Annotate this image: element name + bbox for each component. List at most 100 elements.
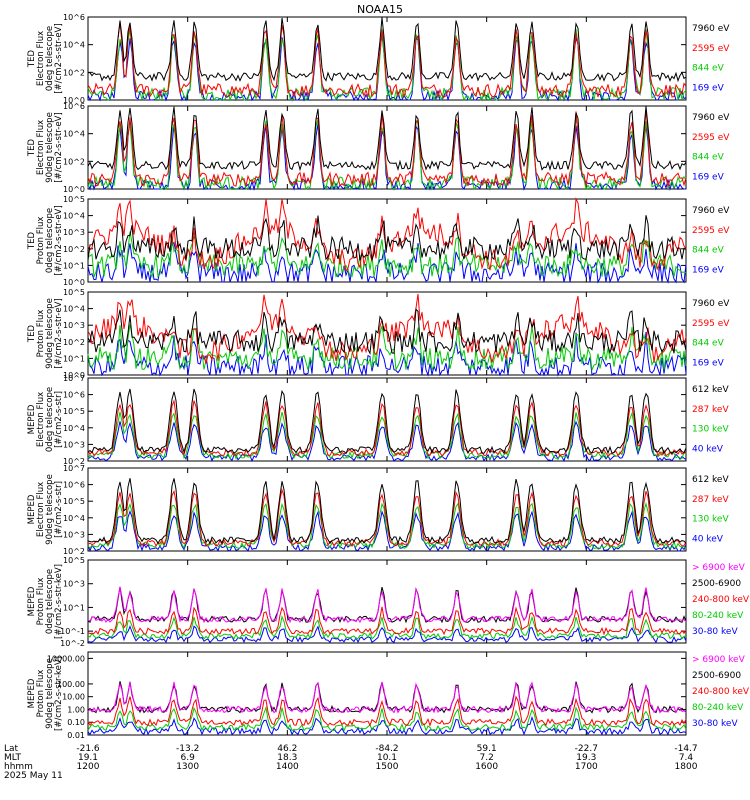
y-axis-label: [#/cm2-s-str-eV] (54, 298, 64, 368)
legend-entry: 30-80 keV (692, 719, 738, 729)
y-tick-label: 10^2 (63, 245, 85, 254)
y-tick-label: 1.00 (67, 705, 85, 714)
y-tick-label: 10^1 (63, 603, 85, 612)
y-tick-label: 10^2 (63, 157, 85, 166)
legend-entry: 844 eV (692, 246, 725, 256)
series-line (87, 488, 687, 548)
y-tick-label: 10^7 (63, 374, 85, 383)
legend-entry: 844 eV (692, 153, 725, 163)
legend-entry: 2500-6900 (692, 579, 741, 589)
panel-frame (87, 651, 687, 736)
y-axis-label: TED (27, 138, 37, 157)
y-tick-label: 100.00 (57, 680, 85, 689)
y-axis-label: MEPED (27, 586, 37, 616)
y-axis-label: 0deg telescope (45, 208, 55, 273)
footer-lat: -22.7 (575, 744, 598, 754)
y-tick-label: 10^7 (63, 464, 85, 473)
y-tick-label: 10^-1 (60, 627, 85, 636)
y-axis-label: MEPED (27, 404, 37, 434)
y-axis-label: Proton Flux (36, 670, 46, 718)
y-tick-label: 10^6 (63, 102, 85, 111)
y-axis-label: 90deg telescope (45, 112, 55, 183)
series-line (87, 241, 687, 284)
footer-hhmm: 1400 (276, 762, 299, 772)
y-tick-label: 10^3 (63, 530, 85, 539)
legend-entry: 844 eV (692, 64, 725, 74)
series-line (87, 106, 687, 172)
footer-hhmm: 1200 (77, 762, 100, 772)
legend-entry: > 6900 keV (692, 563, 746, 573)
footer-hhmm: 1700 (575, 762, 598, 772)
footer-mlt: 7.2 (480, 753, 494, 763)
panel-ted-p-0: 10^0 10^1 10^2 10^3 10^4 10^5 TED Proton Flux 0d… (27, 195, 730, 287)
series-line (87, 681, 687, 714)
legend-entry: 240-800 keV (692, 595, 750, 605)
legend-entry: 130 keV (692, 425, 729, 435)
y-tick-label: 10^4 (63, 305, 85, 314)
y-axis-label: Proton Flux (36, 217, 46, 265)
footer-hhmm: 1600 (475, 762, 498, 772)
footer-hhmm: 1800 (675, 762, 698, 772)
legend-entry: 80-240 keV (692, 611, 744, 621)
y-tick-label: 10^5 (63, 556, 85, 565)
series-line (87, 411, 687, 461)
legend-entry: 240-800 keV (692, 687, 750, 697)
y-axis-label: [#/cm2-s-str-keV] (54, 564, 64, 639)
y-tick-label: 10^3 (63, 580, 85, 589)
y-axis-label: TED (27, 231, 37, 250)
footer-lat: -84.2 (375, 744, 398, 754)
footer-lat: 59.1 (477, 744, 497, 754)
footer-mlt: 18.3 (277, 753, 297, 763)
y-axis-label: TED (27, 49, 37, 68)
footer-lat: -14.7 (674, 744, 697, 754)
y-tick-label: 10^3 (63, 440, 85, 449)
y-axis-label: 0deg telescope (45, 26, 55, 91)
y-axis-label: [#/cm2-s-str-keV] (54, 656, 64, 731)
series-line (87, 695, 687, 728)
y-tick-label: 10000.00 (47, 654, 85, 663)
series-line (87, 22, 687, 99)
y-tick-label: 0.10 (67, 718, 85, 727)
series-line (87, 215, 687, 261)
series-line (87, 715, 687, 736)
y-tick-label: 0.01 (67, 731, 85, 740)
y-tick-label: 10^2 (63, 68, 85, 77)
series-line (87, 478, 687, 545)
footer-row-label: 2025 May 11 (4, 771, 63, 781)
legend-entry: 287 keV (692, 405, 729, 415)
legend-entry: 80-240 keV (692, 703, 744, 713)
legend-entry: 844 eV (692, 339, 725, 349)
y-tick-label: 10^2 (63, 457, 85, 466)
legend-entry: 2500-6900 (692, 671, 741, 681)
footer-lat: -21.6 (76, 744, 100, 754)
y-tick-label: 10^5 (63, 407, 85, 416)
series-line (87, 625, 687, 644)
legend-entry: 2595 eV (692, 44, 730, 54)
y-axis-label: Electron Flux (36, 31, 46, 86)
series-line (87, 110, 687, 189)
legend-entry: 612 keV (692, 385, 729, 395)
y-tick-label: 10^0 (63, 278, 85, 287)
footer-mlt: 19.3 (576, 753, 596, 763)
y-axis-label: [#/cm2-s-str-eV] (54, 205, 64, 275)
y-tick-label: 10^6 (63, 391, 85, 400)
y-axis-label: Electron Flux (36, 482, 46, 537)
footer-row-label: Lat (4, 744, 19, 754)
series-line (87, 606, 687, 636)
y-axis-label: [#/cm2-s-str-eV] (54, 112, 64, 182)
legend-entry: 7960 eV (692, 206, 730, 216)
y-axis-label: Electron Flux (36, 120, 46, 175)
series-line (87, 705, 687, 732)
legend-entry: 169 eV (692, 358, 725, 368)
y-axis-label: 90deg telescope (45, 298, 55, 369)
legend-entry: 169 eV (692, 172, 725, 182)
y-axis-label: 0deg telescope (45, 569, 55, 634)
panel-meped-p-0: 10^-2 10^-1 10^1 10^3 10^5 MEPED Proton Flux 0d… (27, 556, 750, 648)
legend-entry: 30-80 keV (692, 627, 738, 637)
y-tick-label: 10.00 (62, 693, 85, 702)
y-tick-label: 10^0 (63, 185, 85, 194)
series-line (87, 587, 687, 624)
y-axis-label: 90deg telescope (45, 658, 55, 729)
